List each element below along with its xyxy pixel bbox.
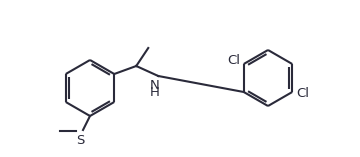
Text: N: N bbox=[149, 79, 159, 92]
Text: Cl: Cl bbox=[296, 87, 309, 100]
Text: Cl: Cl bbox=[227, 54, 240, 68]
Text: S: S bbox=[76, 134, 84, 147]
Text: H: H bbox=[149, 86, 159, 99]
